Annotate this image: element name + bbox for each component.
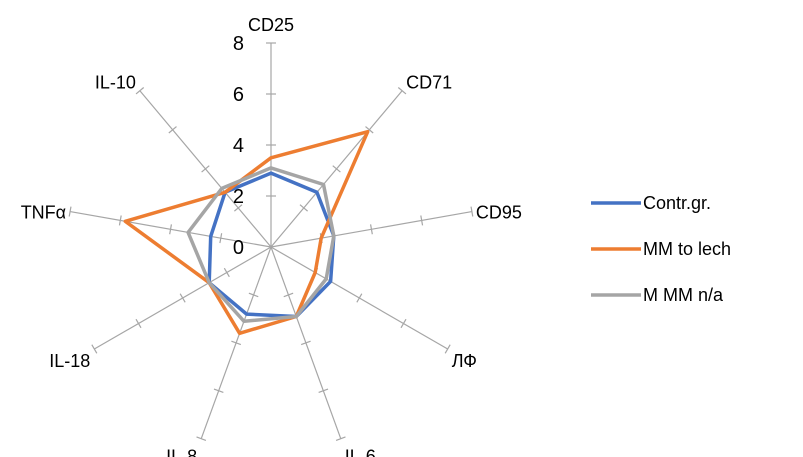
tick-mark — [248, 292, 259, 298]
tick-mark — [332, 165, 341, 173]
tick-mark — [470, 206, 474, 217]
axis-label-lf: ЛФ — [452, 351, 477, 371]
tick-label-8: 8 — [233, 33, 244, 55]
tick-mark — [196, 436, 207, 441]
tick-mark — [444, 344, 451, 354]
tick-mark — [283, 292, 294, 298]
series-line-1 — [123, 129, 370, 336]
tick-mark — [91, 344, 98, 354]
axis-labels: CD25 CD71 CD95 ЛФ IL-6 IL-8 IL-18 TNFα I… — [21, 15, 522, 457]
axis-label-cd95: CD95 — [476, 203, 522, 223]
tick-mark — [335, 436, 346, 441]
tick-label-2: 2 — [233, 186, 244, 208]
tick-label-0: 0 — [233, 237, 244, 259]
axis-label-il10: IL-10 — [95, 73, 136, 93]
tick-mark — [369, 224, 373, 235]
tick-mark — [223, 267, 230, 278]
tick-mark — [213, 388, 224, 394]
series-line-0 — [207, 171, 336, 319]
axis-label-il8: IL-8 — [166, 447, 197, 457]
tick-mark — [356, 293, 363, 303]
tick-mark — [420, 215, 424, 226]
axis-label-il6: IL-6 — [345, 447, 376, 457]
tick-label-4: 4 — [233, 135, 244, 157]
axis-label-tnfa: TNFα — [21, 203, 66, 223]
tick-mark — [169, 224, 173, 235]
legend-label-mm-to-lech: MM to lech — [643, 239, 731, 259]
tick-mark — [168, 126, 177, 134]
tick-mark — [68, 206, 72, 217]
tick-mark — [397, 87, 407, 95]
tick-mark — [231, 340, 242, 346]
radar-spokes — [68, 42, 474, 441]
tick-mark — [400, 318, 407, 329]
legend-label-m-mm-na: M MM n/a — [643, 285, 724, 305]
axis-label-cd25: CD25 — [248, 15, 294, 35]
axis-label-cd71: CD71 — [406, 73, 452, 93]
tick-mark — [201, 165, 210, 173]
tick-mark — [118, 215, 122, 226]
tick-mark — [318, 388, 329, 394]
radial-tick-labels: 0 2 4 6 8 — [233, 33, 244, 259]
tick-mark — [365, 126, 374, 134]
legend-label-contr: Contr.gr. — [643, 193, 711, 213]
tick-mark — [299, 204, 308, 212]
legend: Contr.gr. MM to lech M MM n/a — [591, 193, 731, 305]
radar-series — [123, 129, 370, 336]
tick-mark — [300, 340, 311, 346]
axis-label-il18: IL-18 — [49, 351, 90, 371]
tick-mark — [135, 318, 142, 329]
tick-mark — [135, 87, 145, 95]
tick-mark — [219, 233, 223, 244]
tick-mark — [234, 204, 243, 212]
tick-label-6: 6 — [233, 84, 244, 106]
series-line-2 — [186, 166, 336, 324]
tick-mark — [179, 293, 186, 303]
